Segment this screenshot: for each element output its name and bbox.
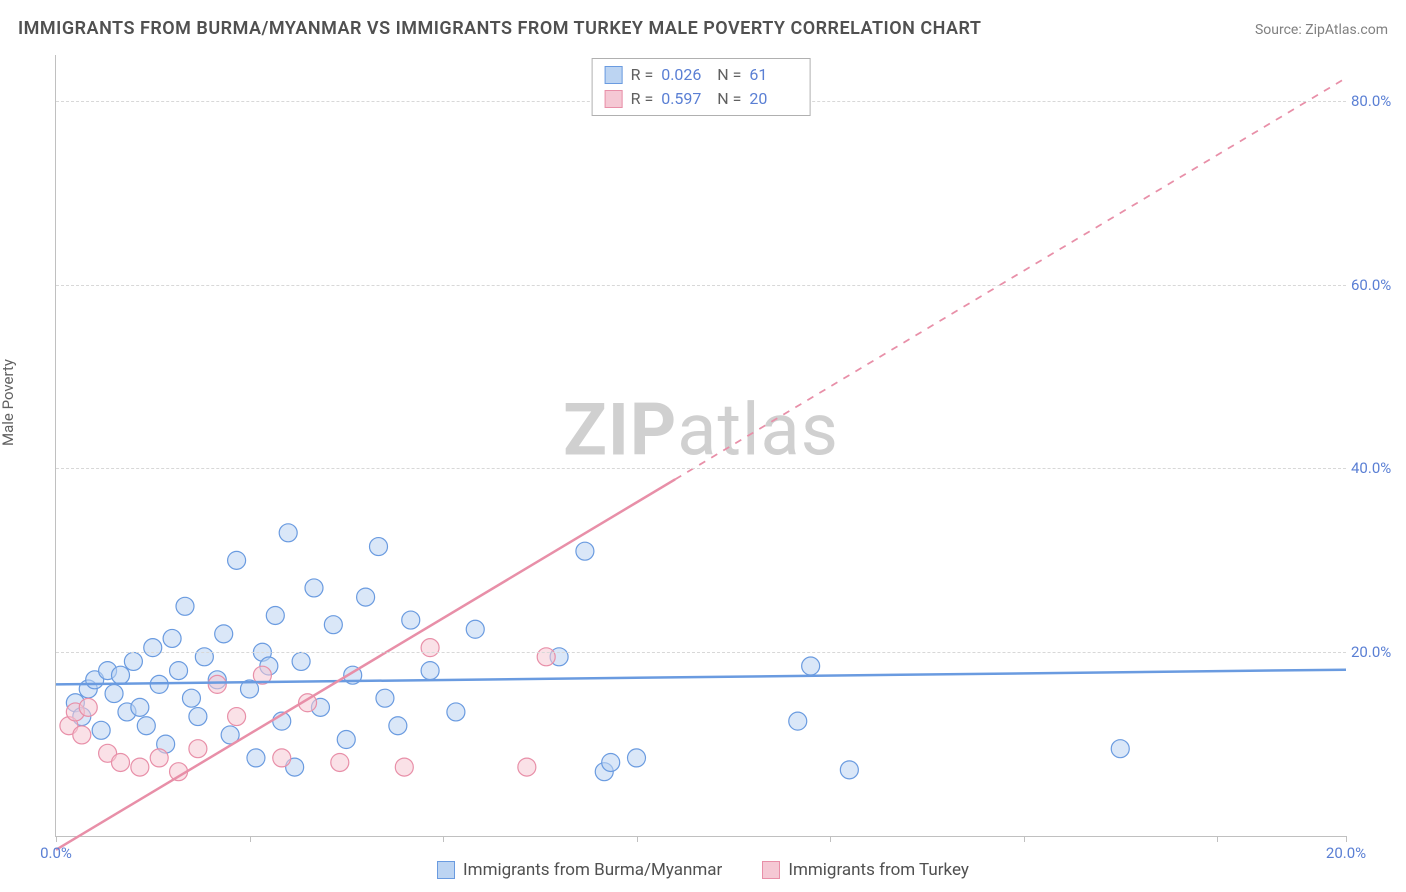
data-point-burma bbox=[266, 606, 284, 624]
legend-correlation: R = 0.026 N = 61 R = 0.597 N = 20 bbox=[592, 58, 811, 116]
data-point-burma bbox=[447, 703, 465, 721]
data-point-turkey bbox=[131, 758, 149, 776]
y-tick-label: 20.0% bbox=[1351, 643, 1401, 661]
data-point-burma bbox=[144, 639, 162, 657]
legend-swatch bbox=[605, 66, 623, 84]
legend-swatch bbox=[762, 861, 780, 879]
data-point-burma bbox=[112, 666, 130, 684]
x-tick bbox=[1346, 836, 1347, 842]
data-point-burma bbox=[337, 731, 355, 749]
data-point-burma bbox=[789, 712, 807, 730]
data-point-burma bbox=[228, 551, 246, 569]
data-point-burma bbox=[92, 721, 110, 739]
legend-correlation-row: R = 0.026 N = 61 bbox=[605, 63, 798, 87]
n-label: N = bbox=[717, 63, 741, 87]
data-point-burma bbox=[131, 698, 149, 716]
data-point-burma bbox=[137, 717, 155, 735]
gridline bbox=[56, 652, 1346, 653]
data-point-burma bbox=[163, 629, 181, 647]
gridline bbox=[56, 285, 1346, 286]
data-point-burma bbox=[466, 620, 484, 638]
chart-title: IMMIGRANTS FROM BURMA/MYANMAR VS IMMIGRA… bbox=[18, 18, 981, 39]
trend-line-burma bbox=[56, 670, 1346, 685]
source-label: Source: ZipAtlas.com bbox=[1255, 22, 1388, 38]
data-point-burma bbox=[324, 616, 342, 634]
r-value: 0.597 bbox=[661, 87, 709, 111]
data-point-burma bbox=[124, 652, 142, 670]
data-point-burma bbox=[370, 538, 388, 556]
data-point-turkey bbox=[537, 648, 555, 666]
data-point-turkey bbox=[395, 758, 413, 776]
data-point-burma bbox=[189, 708, 207, 726]
trend-line-turkey bbox=[56, 479, 675, 849]
x-tick bbox=[830, 836, 831, 842]
x-tick bbox=[1024, 836, 1025, 842]
data-point-burma bbox=[421, 662, 439, 680]
legend-series-label: Immigrants from Burma/Myanmar bbox=[463, 860, 722, 880]
title-bar: IMMIGRANTS FROM BURMA/MYANMAR VS IMMIGRA… bbox=[18, 18, 1388, 39]
legend-swatch bbox=[437, 861, 455, 879]
r-label: R = bbox=[631, 63, 654, 87]
data-point-turkey bbox=[518, 758, 536, 776]
data-point-burma bbox=[292, 652, 310, 670]
legend-series: Immigrants from Burma/Myanmar Immigrants … bbox=[0, 860, 1406, 880]
x-tick bbox=[443, 836, 444, 842]
data-point-burma bbox=[182, 689, 200, 707]
data-point-burma bbox=[602, 753, 620, 771]
x-tick bbox=[56, 836, 57, 842]
data-point-burma bbox=[402, 611, 420, 629]
legend-series-item: Immigrants from Turkey bbox=[762, 860, 969, 880]
data-point-burma bbox=[105, 685, 123, 703]
data-point-burma bbox=[357, 588, 375, 606]
r-label: R = bbox=[631, 87, 654, 111]
gridline bbox=[56, 468, 1346, 469]
data-point-burma bbox=[1111, 740, 1129, 758]
n-value: 61 bbox=[749, 63, 797, 87]
data-point-turkey bbox=[189, 740, 207, 758]
n-label: N = bbox=[717, 87, 741, 111]
data-point-burma bbox=[628, 749, 646, 767]
data-point-burma bbox=[840, 761, 858, 779]
x-tick bbox=[637, 836, 638, 842]
data-point-burma bbox=[247, 749, 265, 767]
y-tick-label: 40.0% bbox=[1351, 459, 1401, 477]
data-point-burma bbox=[802, 657, 820, 675]
data-point-burma bbox=[389, 717, 407, 735]
data-point-turkey bbox=[112, 753, 130, 771]
data-point-turkey bbox=[331, 753, 349, 771]
y-tick-label: 60.0% bbox=[1351, 276, 1401, 294]
n-value: 20 bbox=[749, 87, 797, 111]
data-point-turkey bbox=[79, 698, 97, 716]
legend-series-item: Immigrants from Burma/Myanmar bbox=[437, 860, 722, 880]
data-point-turkey bbox=[150, 749, 168, 767]
data-point-turkey bbox=[208, 675, 226, 693]
data-point-burma bbox=[376, 689, 394, 707]
x-tick bbox=[250, 836, 251, 842]
plot-area: ZIPatlas R =0.026N =61R =0.597N =20 20.0… bbox=[55, 55, 1346, 837]
legend-series-label: Immigrants from Turkey bbox=[788, 860, 969, 880]
data-point-burma bbox=[215, 625, 233, 643]
trend-line-dashed-turkey bbox=[675, 78, 1346, 479]
data-point-burma bbox=[305, 579, 323, 597]
y-tick-label: 80.0% bbox=[1351, 92, 1401, 110]
data-point-burma bbox=[170, 662, 188, 680]
plot-svg bbox=[56, 55, 1346, 836]
data-point-burma bbox=[279, 524, 297, 542]
x-tick bbox=[1217, 836, 1218, 842]
legend-swatch bbox=[605, 90, 623, 108]
legend-correlation-row: R = 0.597 N = 20 bbox=[605, 87, 798, 111]
y-axis-label: Male Poverty bbox=[0, 359, 17, 446]
r-value: 0.026 bbox=[661, 63, 709, 87]
data-point-turkey bbox=[228, 708, 246, 726]
data-point-burma bbox=[195, 648, 213, 666]
data-point-turkey bbox=[421, 639, 439, 657]
data-point-turkey bbox=[273, 749, 291, 767]
data-point-turkey bbox=[73, 726, 91, 744]
data-point-burma bbox=[576, 542, 594, 560]
data-point-burma bbox=[176, 597, 194, 615]
